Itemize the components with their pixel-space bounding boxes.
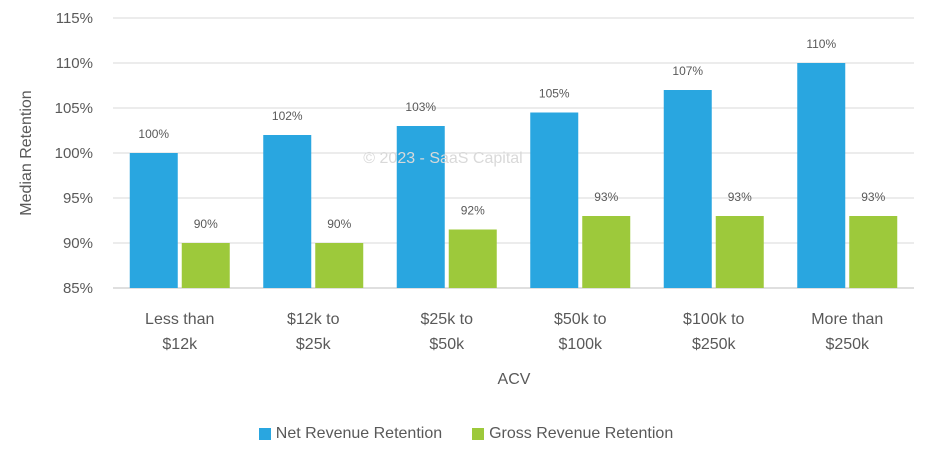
- data-label: 92%: [461, 204, 485, 218]
- data-labels: 100% 90% 102% 90% 103% 92% 105% 93% 107% 93% 110% 9…: [138, 37, 885, 231]
- data-label: 100%: [138, 127, 169, 141]
- bar: [663, 90, 712, 288]
- x-tick-label: More than: [811, 311, 883, 328]
- data-label: 93%: [861, 190, 885, 204]
- data-label: 105%: [539, 87, 570, 101]
- watermark: © 2023 - SaaS Capital: [363, 150, 522, 167]
- bar: [849, 216, 898, 288]
- x-axis-categories: Less than $12k $12k to $25k $25k to $50k $50k …: [145, 311, 883, 353]
- legend-label-gross: Gross Revenue Retention: [489, 425, 674, 442]
- y-tick-label: 95%: [63, 190, 93, 207]
- x-tick-label: $50k: [429, 336, 465, 353]
- bars: [129, 63, 898, 288]
- data-label: 93%: [594, 190, 618, 204]
- data-label: 102%: [272, 109, 303, 123]
- x-tick-label: $250k: [692, 336, 737, 353]
- y-axis-ticks: 85% 90% 95% 100% 105% 110% 115%: [55, 10, 93, 297]
- bar: [448, 229, 497, 288]
- x-tick-label: $25k: [296, 336, 332, 353]
- gridlines: [113, 17, 914, 289]
- data-label: 103%: [405, 100, 436, 114]
- x-tick-label: $250k: [825, 336, 870, 353]
- y-tick-label: 105%: [55, 100, 93, 117]
- bar: [396, 126, 445, 288]
- retention-chart: 85% 90% 95% 100% 105% 110% 115% 100% 90% 102% 90%…: [18, 10, 914, 388]
- x-tick-label: $100k: [558, 336, 603, 353]
- data-label: 90%: [327, 217, 351, 231]
- y-tick-label: 115%: [56, 10, 93, 27]
- bar: [263, 135, 312, 288]
- bar: [129, 153, 178, 288]
- y-axis-title: Median Retention: [18, 90, 35, 215]
- y-tick-label: 110%: [56, 55, 93, 72]
- legend-item-net: Net Revenue Retention: [258, 425, 443, 443]
- data-label: 110%: [806, 37, 836, 51]
- bar: [715, 216, 764, 288]
- x-axis-title: ACV: [498, 371, 531, 388]
- bar: [530, 112, 579, 288]
- x-tick-label: $12k to: [287, 311, 340, 328]
- bar: [181, 243, 230, 288]
- legend: Net Revenue Retention Gross Revenue Rete…: [0, 425, 932, 443]
- x-tick-label: $100k to: [683, 311, 744, 328]
- x-tick-label: $50k to: [554, 311, 607, 328]
- y-tick-label: 90%: [63, 235, 93, 252]
- legend-item-gross: Gross Revenue Retention: [472, 425, 673, 443]
- y-tick-label: 85%: [63, 280, 93, 297]
- y-tick-label: 100%: [55, 145, 93, 162]
- bar: [315, 243, 364, 288]
- bar: [797, 63, 846, 288]
- legend-label-net: Net Revenue Retention: [275, 425, 443, 442]
- data-label: 90%: [194, 217, 218, 231]
- x-tick-label: $25k to: [421, 311, 474, 328]
- x-tick-label: $12k: [162, 336, 198, 353]
- legend-swatch-net: [258, 428, 271, 440]
- x-tick-label: Less than: [145, 311, 214, 328]
- data-label: 107%: [672, 64, 703, 78]
- data-label: 93%: [728, 190, 752, 204]
- legend-swatch-gross: [472, 428, 485, 440]
- bar: [582, 216, 631, 288]
